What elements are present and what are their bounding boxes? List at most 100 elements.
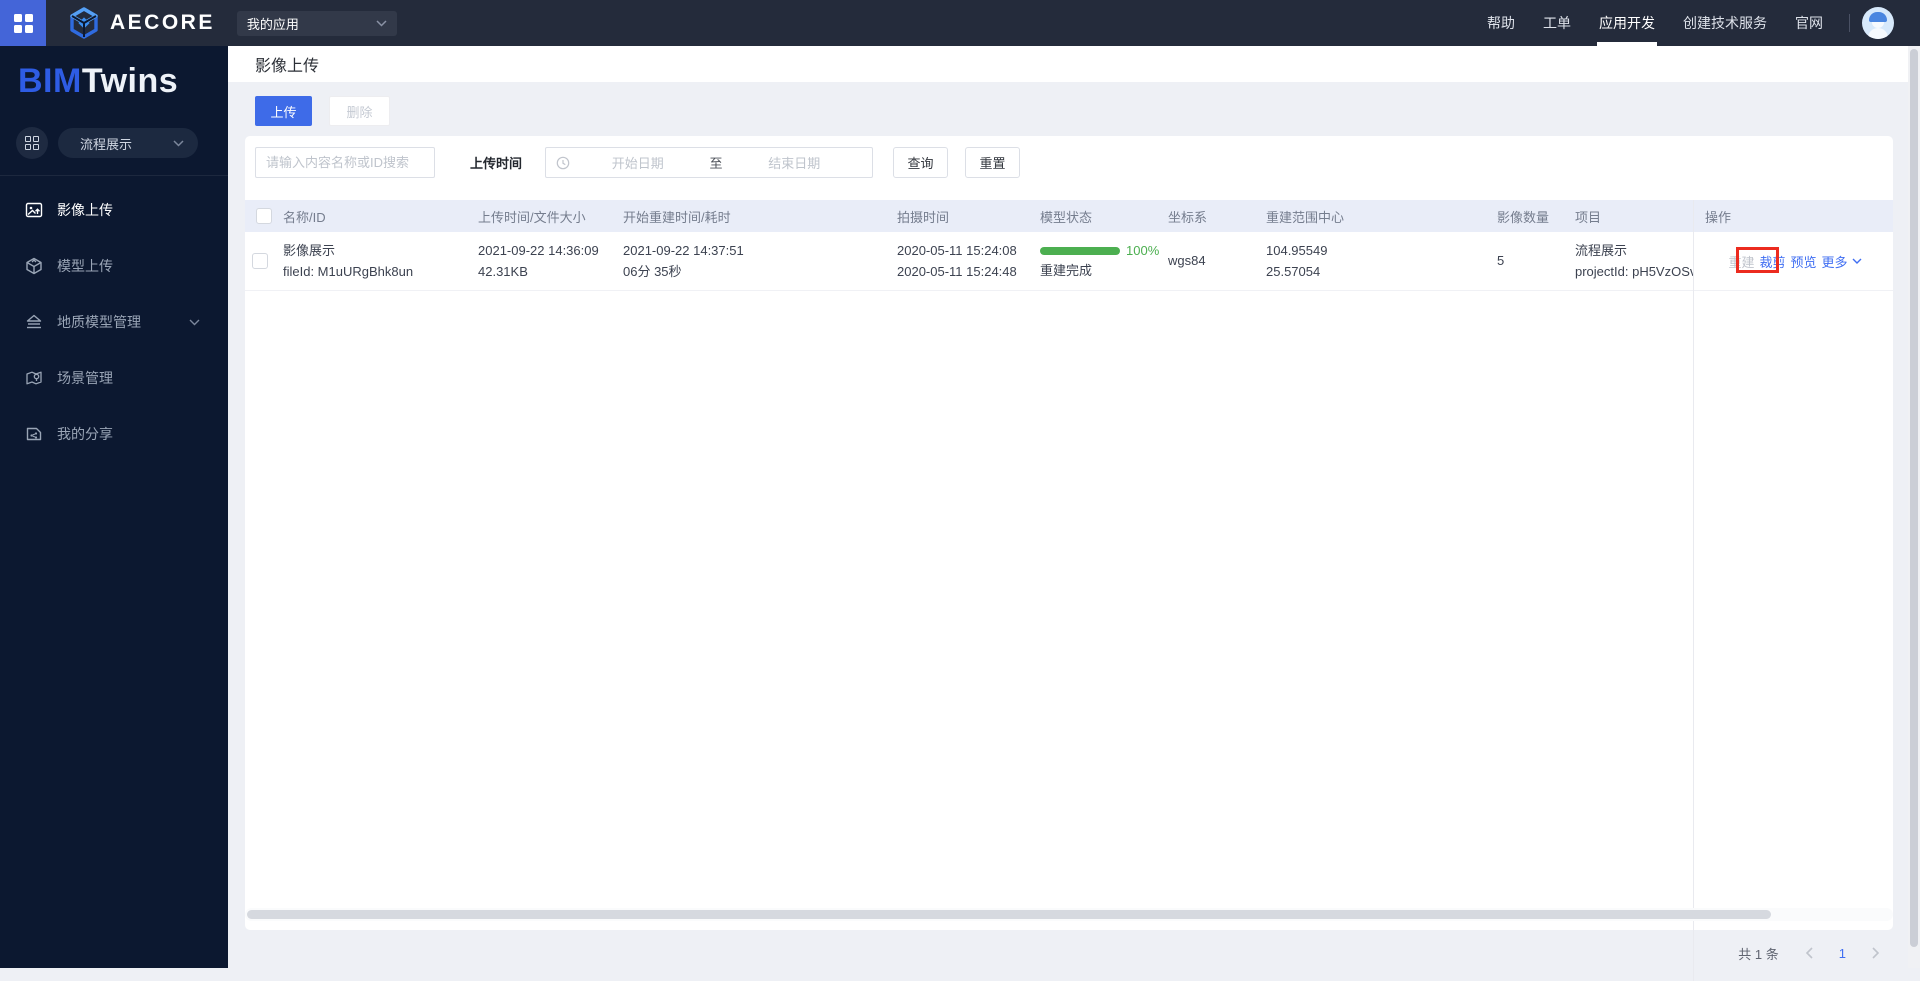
reset-button[interactable]: 重置 [965,147,1020,178]
cell-rebuild-center: 104.95549 25.57054 [1266,232,1497,290]
nav-label: 官网 [1795,15,1823,31]
logo-bim-text: BIM [18,62,82,100]
nav-label: 创建技术服务 [1683,15,1767,31]
scene-manage-icon [25,369,43,387]
action-more[interactable]: 更多 [1822,252,1862,271]
sidebar-item-scene-manage[interactable]: 场景管理 [0,364,228,392]
row-checkbox[interactable] [252,253,268,269]
user-avatar[interactable] [1862,7,1894,39]
col-coordinate-system: 坐标系 [1168,209,1208,225]
row-shoot-end: 2020-05-11 15:24:48 [897,263,1017,279]
upload-button[interactable]: 上传 [255,96,312,126]
sidebar-item-label: 模型上传 [57,258,113,274]
filter-bar: 上传时间 开始日期 至 结束日期 查询 重置 [245,147,1893,178]
table-header: 名称/ID 上传时间/文件大小 开始重建时间/耗时 拍摄时间 模型状态 坐标系 … [245,200,1893,232]
fixed-column-divider [1693,200,1694,981]
pagination-total: 共 1 条 [1738,946,1779,962]
workspace-grid-button[interactable] [16,127,48,159]
row-project-name: 流程展示 [1575,242,1628,258]
vertical-scrollbar-thumb[interactable] [1910,49,1918,947]
page-number-1[interactable]: 1 [1838,945,1846,961]
clock-icon [556,156,570,169]
geology-model-icon [25,313,43,331]
cell-model-status: 100% 重建完成 [1040,232,1168,290]
app-grid-icon [13,13,33,33]
sidebar-item-label: 影像上传 [57,202,113,218]
nav-item-app-dev[interactable]: 应用开发 [1585,0,1669,46]
image-upload-icon [25,201,43,219]
nav-item-ticket[interactable]: 工单 [1529,0,1585,46]
row-model-status: 重建完成 [1040,263,1093,278]
action-preview[interactable]: 预览 [1790,254,1817,270]
my-apps-select-value: 我的应用 [246,16,299,32]
sidebar-menu: 影像上传 模型上传 地质模型管理 场景管理 [0,196,228,448]
page-title: 影像上传 [255,58,320,75]
cell-actions: 重建 裁剪 预览 更多 [1693,232,1893,290]
col-shoot-time: 拍摄时间 [897,209,950,225]
sidebar-item-label: 我的分享 [57,426,113,442]
progress-percent: 100% [1126,243,1160,258]
grid-icon [25,136,39,150]
cell-name-id: 影像展示 fileId: M1uURgBhk8un [283,232,478,290]
select-all-checkbox[interactable] [256,208,272,224]
col-rebuild-time: 开始重建时间/耗时 [623,209,731,225]
sidebar-item-label: 地质模型管理 [57,314,141,330]
row-duration: 06分 35秒 [623,263,682,279]
chevron-down-icon [189,319,200,326]
my-apps-select[interactable]: 我的应用 [236,10,397,36]
date-range-picker[interactable]: 开始日期 至 结束日期 [545,147,873,178]
chevron-down-icon [173,139,184,147]
col-image-count: 影像数量 [1497,209,1550,225]
my-share-icon [25,425,43,443]
row-rebuild-start: 2021-09-22 14:37:51 [623,242,744,258]
page-title-bar: 影像上传 [228,46,1908,82]
sidebar-item-image-upload[interactable]: 影像上传 [0,196,228,224]
chevron-left-icon [1805,947,1813,959]
nav-item-official-site[interactable]: 官网 [1781,0,1837,46]
delete-button[interactable]: 删除 [329,96,390,126]
next-page-button[interactable] [1872,947,1880,959]
sidebar-item-label: 场景管理 [57,370,113,386]
nav-label: 帮助 [1487,15,1515,31]
app-launcher-button[interactable] [0,0,46,46]
search-input[interactable] [255,147,435,178]
sidebar-item-geology-model[interactable]: 地质模型管理 [0,308,228,336]
sidebar-item-model-upload[interactable]: 模型上传 [0,252,228,280]
end-date-placeholder[interactable]: 结束日期 [768,156,821,171]
col-upload-time: 上传时间/文件大小 [478,209,586,225]
brand: AECORE [68,7,215,39]
nav-label: 应用开发 [1599,15,1655,31]
chevron-right-icon [1872,947,1880,959]
horizontal-scrollbar-thumb[interactable] [247,910,1771,919]
col-actions: 操作 [1705,209,1732,225]
row-coord-system: wgs84 [1168,253,1206,268]
row-file-size: 42.31KB [478,263,528,279]
project-select[interactable]: 流程展示 [58,128,198,158]
row-upload-time: 2021-09-22 14:36:09 [478,242,599,258]
start-date-placeholder[interactable]: 开始日期 [611,156,664,171]
aecore-logo-icon [70,7,98,39]
sidebar-item-my-share[interactable]: 我的分享 [0,420,228,448]
nav-divider [1849,14,1850,32]
nav-label: 工单 [1543,15,1571,31]
top-navigation: 帮助 工单 应用开发 创建技术服务 官网 [1473,0,1906,46]
upload-time-label: 上传时间 [470,156,523,171]
cell-project: 流程展示 projectId: pH5VzOSv [1575,232,1693,290]
nav-item-create-tech-service[interactable]: 创建技术服务 [1669,0,1781,46]
table-row: 影像展示 fileId: M1uURgBhk8un 2021-09-22 14:… [245,232,1893,291]
action-rebuild[interactable]: 重建 [1728,254,1755,270]
col-name-id: 名称/ID [283,209,326,225]
action-crop[interactable]: 裁剪 [1759,254,1786,270]
date-to-label: 至 [709,156,723,171]
sidebar-divider [0,175,228,176]
horizontal-scrollbar[interactable] [245,908,1893,921]
prev-page-button[interactable] [1805,947,1813,959]
col-project: 项目 [1575,209,1602,225]
vertical-scrollbar[interactable] [1908,46,1920,968]
model-upload-icon [25,257,43,275]
nav-item-help[interactable]: 帮助 [1473,0,1529,46]
cell-image-count: 5 [1497,232,1575,290]
query-button[interactable]: 查询 [893,147,948,178]
project-select-value: 流程展示 [80,136,133,152]
pagination: 共 1 条 1 [228,941,1880,965]
